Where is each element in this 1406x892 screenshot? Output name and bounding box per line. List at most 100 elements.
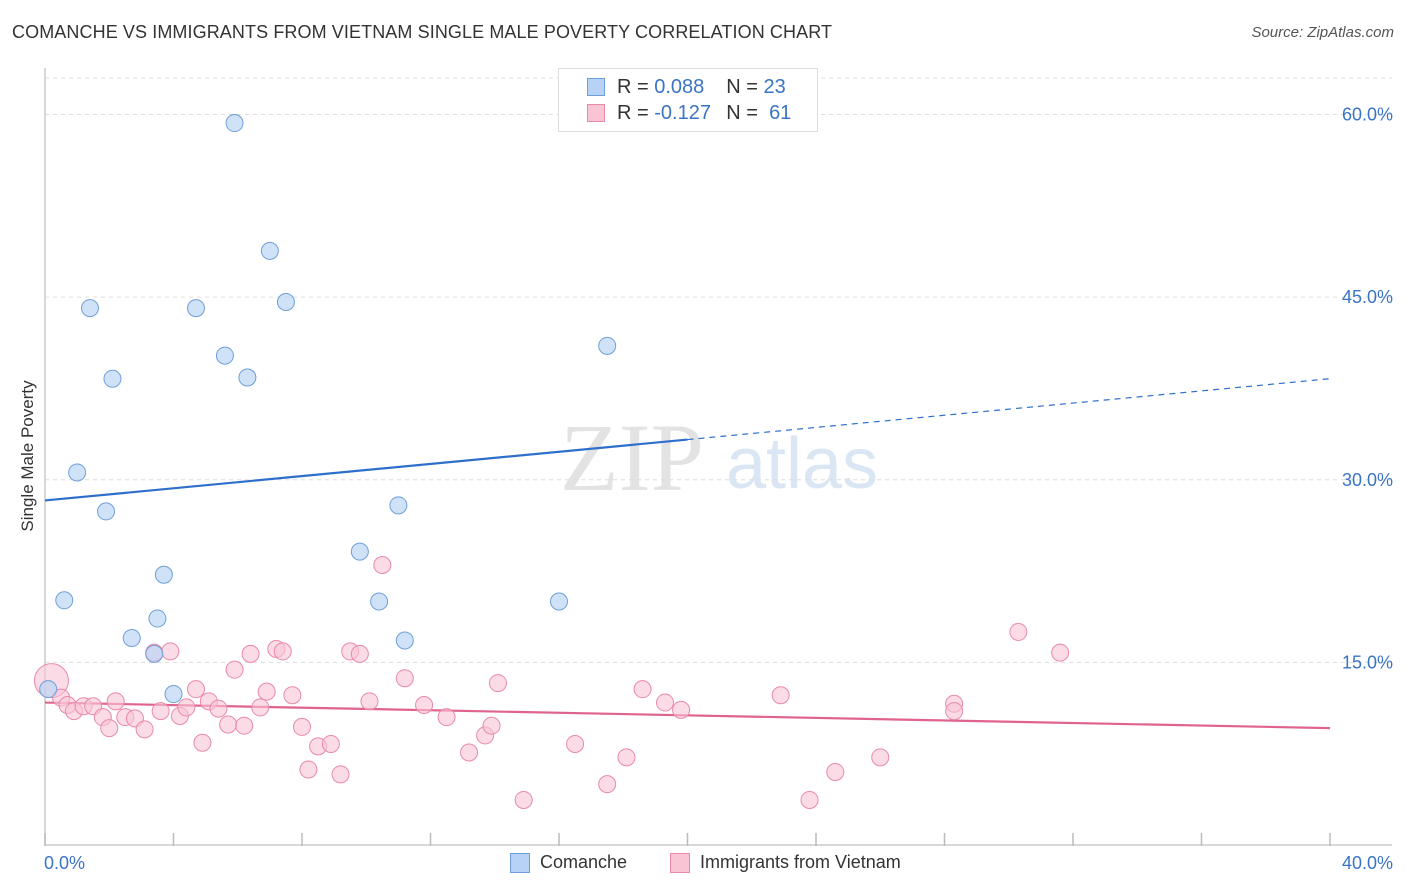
vietnam-point (106, 692, 125, 711)
vietnam-point (161, 642, 180, 661)
comanche-legend-swatch (510, 852, 530, 873)
vietnam-point (826, 762, 845, 781)
comanche-point (389, 496, 408, 515)
vietnam-point (871, 748, 890, 767)
vietnam-point (514, 790, 533, 809)
vietnam-point (151, 702, 170, 721)
chart-title: COMANCHE VS IMMIGRANTS FROM VIETNAM SING… (12, 22, 833, 42)
watermark: ZIP atlas (560, 404, 878, 511)
x-tick-label: 40.0% (1342, 853, 1393, 873)
vietnam-point (241, 644, 260, 663)
comanche-point (39, 680, 58, 699)
vietnam-point (656, 693, 675, 712)
comanche-point (215, 346, 234, 365)
vietnam-point (482, 716, 501, 735)
r-label: R = (617, 75, 649, 98)
comanche-point (80, 299, 99, 318)
vietnam-point (219, 715, 238, 734)
comanche-swatch (587, 78, 605, 96)
y-tick-label: 30.0% (1342, 470, 1393, 490)
comanche-point (395, 631, 414, 650)
data-points (33, 114, 1070, 809)
r-label: R = (617, 101, 649, 124)
comanche-point (370, 592, 389, 611)
comanche-point (350, 542, 369, 561)
r-value: 0.088 (654, 75, 705, 98)
vietnam-point (598, 775, 617, 794)
vietnam-point (273, 642, 292, 661)
vietnam-point (283, 686, 302, 705)
comanche-point (103, 369, 122, 388)
comanche-trend-line (44, 438, 688, 502)
vietnam-point (209, 699, 228, 718)
comanche-point (148, 609, 167, 628)
comanche-point (260, 241, 279, 260)
stats-box: R = 0.088 N = 23 R = -0.127 N = 61 (558, 68, 818, 132)
watermark-zip: ZIP (560, 404, 704, 511)
vietnam-point (186, 680, 205, 699)
comanche-point (186, 299, 205, 318)
vietnam-point (1009, 622, 1028, 641)
vietnam-point (672, 700, 691, 719)
legend-item-vietnam[interactable]: Immigrants from Vietnam (670, 852, 901, 873)
comanche-point (276, 293, 295, 312)
legend-label: Immigrants from Vietnam (700, 852, 901, 872)
comanche-point (164, 685, 183, 704)
comanche-point (122, 629, 141, 648)
r-value: -0.127 (654, 101, 711, 124)
n-value: 61 (769, 101, 792, 124)
comanche-point (598, 336, 617, 355)
vietnam-point (100, 719, 119, 738)
vietnam-point (177, 698, 196, 717)
vietnam-point (415, 695, 434, 714)
vietnam-point (566, 734, 585, 753)
comanche-point (97, 502, 116, 521)
source-label: Source: ZipAtlas.com (1251, 24, 1394, 41)
comanche-trend-line-dashed (687, 378, 1331, 441)
vietnam-point (251, 698, 270, 717)
vietnam-point (360, 692, 379, 711)
n-label: N = (726, 75, 758, 98)
y-tick-label: 45.0% (1342, 287, 1393, 307)
vietnam-point (225, 660, 244, 679)
vietnam-point (350, 644, 369, 663)
watermark-atlas: atlas (726, 424, 878, 504)
vietnam-point (800, 790, 819, 809)
legend-item-comanche[interactable]: Comanche (510, 852, 627, 873)
vietnam-point (321, 734, 340, 753)
vietnam-point (460, 743, 479, 762)
vietnam-point (395, 669, 414, 688)
vietnam-point (617, 748, 636, 767)
axes (44, 68, 1392, 846)
vietnam-point (771, 686, 790, 705)
stats-row-vietnam: R = -0.127 N = 61 (559, 100, 791, 126)
vietnam-legend-swatch (670, 852, 690, 873)
x-tick-label: 0.0% (44, 853, 85, 873)
vietnam-point (135, 720, 154, 739)
comanche-point (550, 592, 568, 611)
legend-label: Comanche (540, 852, 628, 872)
vietnam-swatch (587, 104, 605, 122)
vietnam-point (488, 674, 507, 693)
comanche-point (154, 565, 173, 584)
vietnam-point (193, 733, 212, 752)
n-label: N = (726, 101, 758, 124)
tick-labels: 15.0% 30.0% 45.0% 60.0% 0.0% 40.0% (44, 105, 1393, 873)
comanche-point (68, 463, 87, 482)
y-tick-label: 15.0% (1342, 652, 1393, 672)
vietnam-point (373, 555, 392, 574)
y-tick-label: 60.0% (1342, 105, 1393, 125)
vietnam-point (437, 708, 456, 727)
vietnam-point (299, 760, 318, 779)
stats-row-comanche: R = 0.088 N = 23 (559, 74, 786, 100)
comanche-point (145, 644, 164, 663)
vietnam-point (945, 702, 964, 721)
comanche-point (225, 114, 244, 133)
comanche-point (238, 368, 257, 387)
vietnam-point (331, 765, 350, 784)
vietnam-point (633, 680, 652, 699)
vietnam-point (257, 682, 276, 701)
comanche-point (55, 591, 74, 610)
n-value: 23 (763, 75, 786, 98)
